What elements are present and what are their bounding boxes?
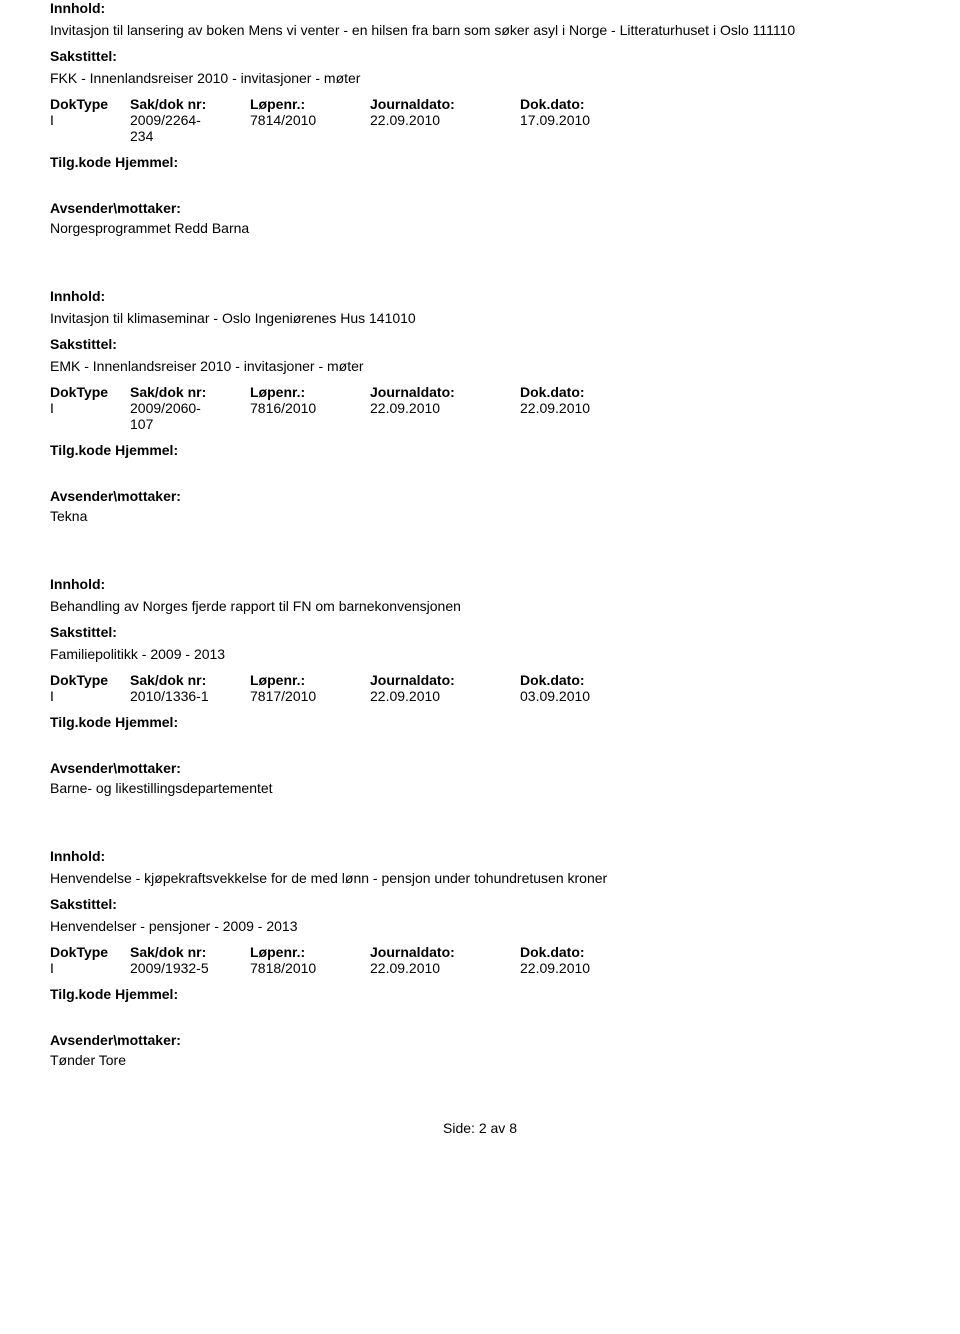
table-header: DokType Sak/dok nr: Løpenr.: Journaldato… xyxy=(50,672,910,688)
col-sakdok-header: Sak/dok nr: xyxy=(130,672,250,688)
sakdok-line1: 2009/1932-5 xyxy=(130,960,250,976)
col-journaldato-header: Journaldato: xyxy=(370,96,520,112)
table-row: I 2009/1932-5 7818/2010 22.09.2010 22.09… xyxy=(50,960,910,976)
side-label: Side: xyxy=(443,1120,475,1136)
sakstittel-label: Sakstittel: xyxy=(50,336,910,352)
journaldato-value: 22.09.2010 xyxy=(370,112,520,144)
avsender-text: Tekna xyxy=(50,508,910,524)
sakstittel-label: Sakstittel: xyxy=(50,624,910,640)
doktype-value: I xyxy=(50,688,130,704)
avsender-label: Avsender\mottaker: xyxy=(50,488,910,504)
lpenr-value: 7816/2010 xyxy=(250,400,370,432)
record: Innhold: Invitasjon til klimaseminar - O… xyxy=(50,288,910,524)
sakdok-line1: 2010/1336-1 xyxy=(130,688,250,704)
avsender-text: Tønder Tore xyxy=(50,1052,910,1068)
col-journaldato-header: Journaldato: xyxy=(370,944,520,960)
av-label: av xyxy=(491,1120,506,1136)
sakstittel-label: Sakstittel: xyxy=(50,48,910,64)
dokdato-value: 17.09.2010 xyxy=(520,112,670,144)
record-table: DokType Sak/dok nr: Løpenr.: Journaldato… xyxy=(50,944,910,976)
page-footer: Side: 2 av 8 xyxy=(50,1120,910,1136)
journaldato-value: 22.09.2010 xyxy=(370,688,520,704)
table-row: I 2009/2060- 107 7816/2010 22.09.2010 22… xyxy=(50,400,910,432)
record: Innhold: Invitasjon til lansering av bok… xyxy=(50,0,910,236)
col-journaldato-header: Journaldato: xyxy=(370,384,520,400)
journaldato-value: 22.09.2010 xyxy=(370,960,520,976)
col-dokdato-header: Dok.dato: xyxy=(520,96,670,112)
col-lpenr-header: Løpenr.: xyxy=(250,96,370,112)
innhold-label: Innhold: xyxy=(50,0,910,16)
col-sakdok-header: Sak/dok nr: xyxy=(130,384,250,400)
page: Innhold: Invitasjon til lansering av bok… xyxy=(0,0,960,1334)
tilg-label: Tilg.kode Hjemmel: xyxy=(50,154,910,170)
avsender-label: Avsender\mottaker: xyxy=(50,1032,910,1048)
dokdato-value: 03.09.2010 xyxy=(520,688,670,704)
dokdato-value: 22.09.2010 xyxy=(520,960,670,976)
innhold-text: Invitasjon til klimaseminar - Oslo Ingen… xyxy=(50,310,910,326)
doktype-value: I xyxy=(50,112,130,144)
sakdok-value: 2010/1336-1 xyxy=(130,688,250,704)
sakdok-line2: 234 xyxy=(130,128,250,144)
table-header: DokType Sak/dok nr: Løpenr.: Journaldato… xyxy=(50,384,910,400)
lpenr-value: 7818/2010 xyxy=(250,960,370,976)
sakdok-value: 2009/2060- 107 xyxy=(130,400,250,432)
innhold-label: Innhold: xyxy=(50,848,910,864)
tilg-label: Tilg.kode Hjemmel: xyxy=(50,714,910,730)
sakdok-line1: 2009/2060- xyxy=(130,400,250,416)
innhold-text: Invitasjon til lansering av boken Mens v… xyxy=(50,22,910,38)
col-doktype-header: DokType xyxy=(50,944,130,960)
table-header: DokType Sak/dok nr: Løpenr.: Journaldato… xyxy=(50,96,910,112)
doktype-value: I xyxy=(50,960,130,976)
record-table: DokType Sak/dok nr: Løpenr.: Journaldato… xyxy=(50,672,910,704)
col-lpenr-header: Løpenr.: xyxy=(250,384,370,400)
col-doktype-header: DokType xyxy=(50,384,130,400)
record: Innhold: Behandling av Norges fjerde rap… xyxy=(50,576,910,796)
sakstittel-label: Sakstittel: xyxy=(50,896,910,912)
sakdok-value: 2009/2264- 234 xyxy=(130,112,250,144)
page-current: 2 xyxy=(479,1120,487,1136)
col-lpenr-header: Løpenr.: xyxy=(250,672,370,688)
sakdok-line1: 2009/2264- xyxy=(130,112,250,128)
col-dokdato-header: Dok.dato: xyxy=(520,672,670,688)
col-doktype-header: DokType xyxy=(50,672,130,688)
tilg-label: Tilg.kode Hjemmel: xyxy=(50,442,910,458)
lpenr-value: 7817/2010 xyxy=(250,688,370,704)
lpenr-value: 7814/2010 xyxy=(250,112,370,144)
sakdok-line2: 107 xyxy=(130,416,250,432)
col-journaldato-header: Journaldato: xyxy=(370,672,520,688)
page-total: 8 xyxy=(509,1120,517,1136)
avsender-text: Barne- og likestillingsdepartementet xyxy=(50,780,910,796)
record: Innhold: Henvendelse - kjøpekraftsvekkel… xyxy=(50,848,910,1068)
sakdok-value: 2009/1932-5 xyxy=(130,960,250,976)
innhold-text: Henvendelse - kjøpekraftsvekkelse for de… xyxy=(50,870,910,886)
col-sakdok-header: Sak/dok nr: xyxy=(130,944,250,960)
avsender-label: Avsender\mottaker: xyxy=(50,760,910,776)
journaldato-value: 22.09.2010 xyxy=(370,400,520,432)
table-header: DokType Sak/dok nr: Løpenr.: Journaldato… xyxy=(50,944,910,960)
sakstittel-text: Henvendelser - pensjoner - 2009 - 2013 xyxy=(50,918,910,934)
col-dokdato-header: Dok.dato: xyxy=(520,944,670,960)
innhold-text: Behandling av Norges fjerde rapport til … xyxy=(50,598,910,614)
avsender-label: Avsender\mottaker: xyxy=(50,200,910,216)
avsender-text: Norgesprogrammet Redd Barna xyxy=(50,220,910,236)
sakstittel-text: Familiepolitikk - 2009 - 2013 xyxy=(50,646,910,662)
record-table: DokType Sak/dok nr: Løpenr.: Journaldato… xyxy=(50,96,910,144)
innhold-label: Innhold: xyxy=(50,288,910,304)
table-row: I 2009/2264- 234 7814/2010 22.09.2010 17… xyxy=(50,112,910,144)
doktype-value: I xyxy=(50,400,130,432)
col-sakdok-header: Sak/dok nr: xyxy=(130,96,250,112)
innhold-label: Innhold: xyxy=(50,576,910,592)
record-table: DokType Sak/dok nr: Løpenr.: Journaldato… xyxy=(50,384,910,432)
sakstittel-text: EMK - Innenlandsreiser 2010 - invitasjon… xyxy=(50,358,910,374)
dokdato-value: 22.09.2010 xyxy=(520,400,670,432)
tilg-label: Tilg.kode Hjemmel: xyxy=(50,986,910,1002)
col-lpenr-header: Løpenr.: xyxy=(250,944,370,960)
sakstittel-text: FKK - Innenlandsreiser 2010 - invitasjon… xyxy=(50,70,910,86)
col-dokdato-header: Dok.dato: xyxy=(520,384,670,400)
col-doktype-header: DokType xyxy=(50,96,130,112)
table-row: I 2010/1336-1 7817/2010 22.09.2010 03.09… xyxy=(50,688,910,704)
